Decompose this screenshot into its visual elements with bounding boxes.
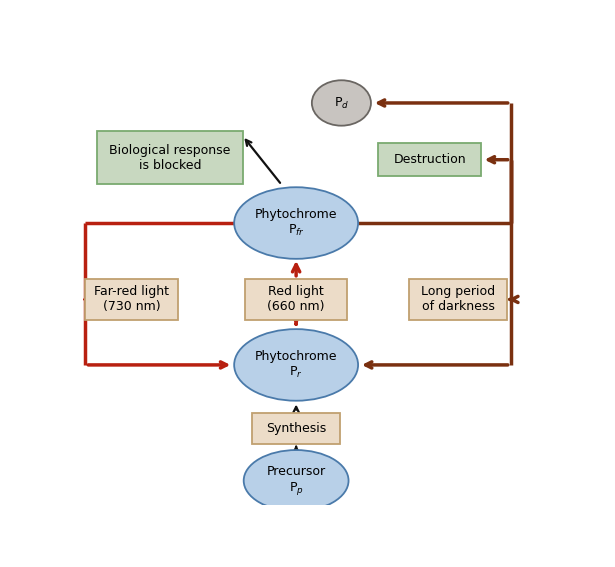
Ellipse shape (234, 329, 358, 401)
Text: Biological response
is blocked: Biological response is blocked (109, 143, 231, 172)
FancyBboxPatch shape (85, 279, 178, 320)
Ellipse shape (244, 450, 349, 511)
Text: Phytochrome
P$_{fr}$: Phytochrome P$_{fr}$ (255, 208, 338, 238)
Text: Synthesis: Synthesis (266, 422, 326, 435)
FancyBboxPatch shape (410, 279, 507, 320)
Text: Far-red light
(730 nm): Far-red light (730 nm) (94, 285, 169, 314)
FancyBboxPatch shape (97, 132, 242, 184)
FancyBboxPatch shape (252, 413, 340, 444)
Text: Long period
of darkness: Long period of darkness (421, 285, 495, 314)
Ellipse shape (234, 187, 358, 259)
FancyBboxPatch shape (378, 143, 481, 176)
Ellipse shape (312, 81, 371, 126)
Text: Phytochrome
P$_r$: Phytochrome P$_r$ (255, 350, 338, 380)
FancyBboxPatch shape (245, 279, 347, 320)
Text: P$_d$: P$_d$ (334, 95, 349, 111)
Text: Red light
(660 nm): Red light (660 nm) (268, 285, 325, 314)
Text: Precursor
P$_p$: Precursor P$_p$ (266, 464, 326, 497)
Text: Destruction: Destruction (393, 153, 466, 166)
